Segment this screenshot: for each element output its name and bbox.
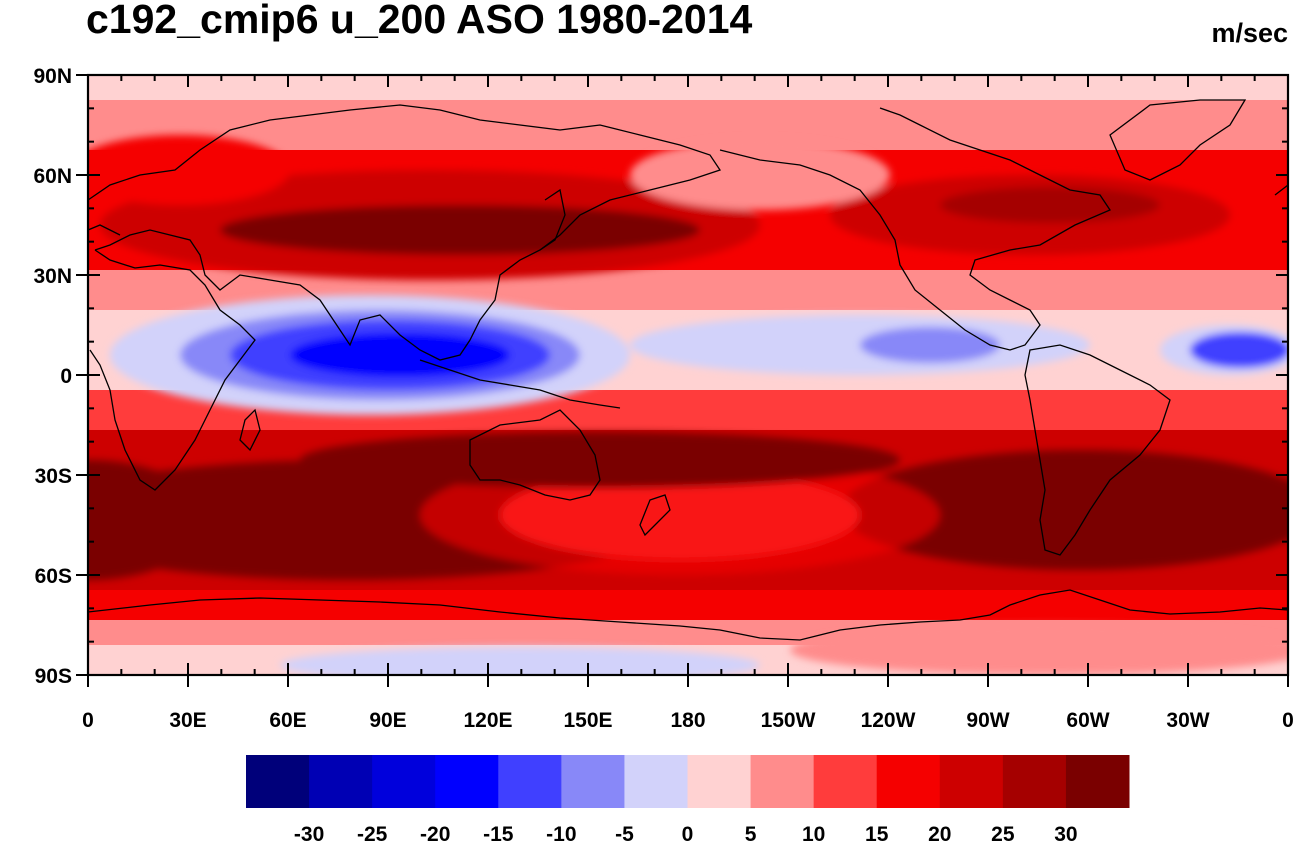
south-jet-core-east [840,450,1288,570]
europe-jet [88,135,290,205]
colorbar-swatch [624,755,688,808]
map-title: c192_cmip6 u_200 ASO 1980-2014 [86,0,753,42]
longitude-label: 90E [369,709,406,732]
latitude-label: 90S [35,665,72,688]
coast-africa [89,249,256,491]
longitude-label: 150W [761,709,816,732]
latitude-label: 30S [35,465,72,488]
colorbar-swatch [1002,755,1067,808]
easterly-core-indian [290,333,510,377]
coast-north-america [719,107,1111,351]
longitude-label: 150E [563,709,612,732]
colorbar-swatch [435,755,499,808]
band-subpolar-north [88,100,1288,150]
south-jet-core-west-edge [88,460,208,580]
colorbar-swatch [246,755,310,808]
latitude-axis: 90N 60N 30N 0 30S 60S 90S [33,65,72,688]
coastlines [88,99,1288,641]
longitude-label: 120W [861,709,916,732]
coast-new-zealand [639,494,671,537]
coast-greenland [1109,99,1247,181]
longitude-label: 120E [463,709,512,732]
longitude-label: 30E [169,709,206,732]
coast-japan [539,188,566,251]
longitude-label: 0 [1282,709,1294,732]
colorbar-label: -20 [420,823,450,846]
colorbar-swatch [687,755,752,808]
colorbar-swatch [813,755,878,808]
colorbar-swatch [876,755,941,808]
colorbar-label: -10 [546,823,576,846]
coast-antarctica [88,589,1288,641]
band-south-outer [88,590,1288,620]
colorbar-swatch [498,755,562,808]
longitude-label: 30W [1166,709,1209,732]
latitude-label: 60N [33,165,72,188]
colorbar-label: 5 [745,823,757,846]
colorbar-label: -15 [483,823,514,846]
coast-australia [469,409,601,501]
longitude-label: 180 [670,709,705,732]
colorbar-swatch [750,755,815,808]
axis-ticks [76,74,1289,687]
units-label: m/sec [1211,18,1288,48]
south-tropical-jet [300,432,900,488]
longitude-label: 60W [1066,709,1109,732]
coast-south-america [1024,344,1171,556]
colorbar-swatch [372,755,436,808]
colorbar [246,755,1130,808]
latitude-label: 90N [33,65,72,88]
colorbar-label: 10 [802,823,825,846]
longitude-label: 90W [966,709,1009,732]
coast-maritime [419,359,621,409]
colorbar-label: -5 [615,823,634,846]
antarctic-red-east [790,625,1288,675]
coast-madagascar [239,408,261,452]
colorbar-label: 25 [991,823,1015,846]
pacific-weak-north [630,140,890,210]
colorbar-swatch [561,755,625,808]
colorbar-label: 30 [1054,823,1077,846]
wind-field [88,75,1288,675]
colorbar-swatch [1065,755,1130,808]
latitude-label: 30N [33,265,72,288]
colorbar-labels: -30 -25 -20 -15 -10 -5 0 5 10 15 20 25 30 [294,823,1078,846]
colorbar-label: 20 [928,823,951,846]
coast-eurasia [88,104,722,361]
coast-europe-west [88,184,1288,236]
colorbar-swatch [939,755,1004,808]
longitude-axis: 0 30E 60E 90E 120E 150E 180 150W 120W 90W 60W 30W 0 [82,709,1294,732]
colorbar-label: -30 [294,823,324,846]
colorbar-swatch [309,755,373,808]
jet-atlantic-inner [940,187,1160,223]
longitude-label: 60E [269,709,306,732]
easterly-moderate-atlantic [1190,332,1288,368]
jet-max-asia [220,205,700,255]
colorbar-label: 0 [682,823,694,846]
latitude-label: 0 [60,365,72,388]
latitude-label: 60S [35,565,72,588]
longitude-label: 0 [82,709,94,732]
colorbar-label: 15 [865,823,889,846]
antarctic-weak-pacific [280,647,760,675]
colorbar-label: -25 [357,823,388,846]
easterly-moderate-pacific [860,327,1000,363]
